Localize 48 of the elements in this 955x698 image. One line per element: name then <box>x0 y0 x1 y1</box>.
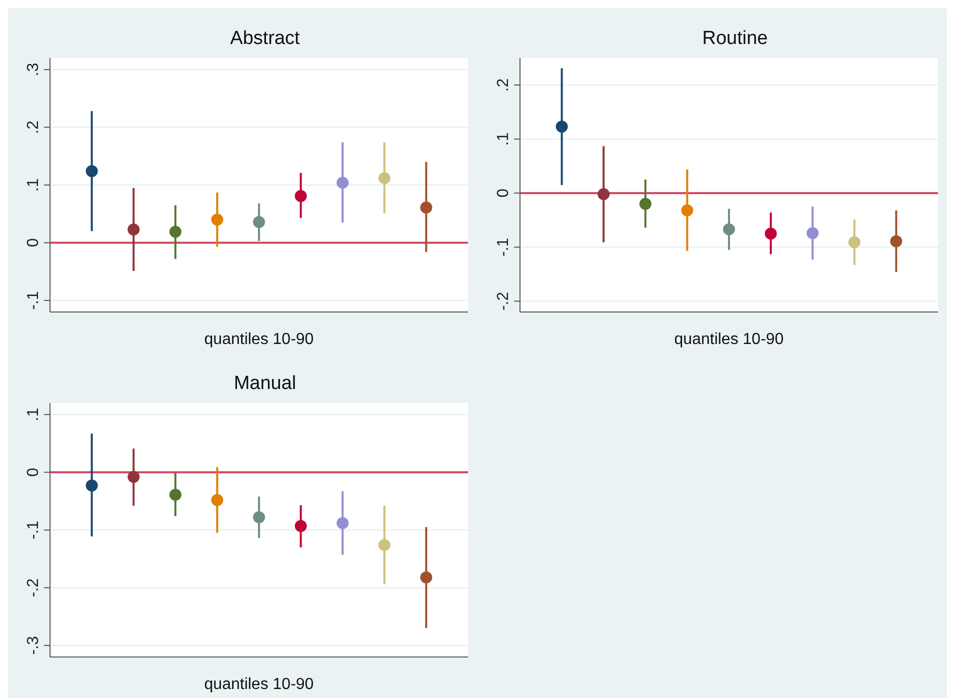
point <box>86 165 98 178</box>
y-tick-label: 0 <box>495 188 512 198</box>
y-tick-label: -.1 <box>25 520 42 540</box>
y-tick-label: .1 <box>25 408 42 422</box>
point <box>806 227 819 240</box>
y-tick-label: -.2 <box>495 292 512 311</box>
point <box>169 226 182 238</box>
point <box>598 188 610 200</box>
point <box>848 236 860 248</box>
point <box>169 488 182 501</box>
point <box>294 520 307 532</box>
point <box>253 216 265 228</box>
y-tick-label: -.1 <box>25 291 42 310</box>
point <box>336 176 349 189</box>
x-axis-title: quantiles 10-90 <box>204 331 314 348</box>
y-tick-label: -.3 <box>25 636 42 655</box>
point <box>723 223 735 236</box>
point <box>764 228 777 240</box>
x-axis-title: quantiles 10-90 <box>674 331 784 348</box>
y-tick-label: -.1 <box>495 238 512 256</box>
chart-title: Abstract <box>229 28 301 50</box>
point <box>336 517 349 530</box>
point <box>128 470 140 483</box>
y-tick-label: .3 <box>25 62 42 76</box>
point <box>253 511 265 524</box>
point <box>211 494 224 506</box>
y-tick-label: .2 <box>25 120 42 134</box>
point <box>128 223 140 236</box>
point <box>86 480 98 492</box>
chart-title: Routine <box>701 28 769 50</box>
y-tick-label: 0 <box>25 238 42 248</box>
point <box>639 198 652 210</box>
point <box>420 202 432 214</box>
y-tick-label: .2 <box>495 78 512 92</box>
y-tick-label: .1 <box>495 132 512 146</box>
point <box>294 190 307 202</box>
x-axis-title: quantiles 10-90 <box>204 676 314 693</box>
y-tick-label: 0 <box>25 468 42 477</box>
point <box>890 235 902 248</box>
y-tick-label: -.2 <box>25 578 42 598</box>
point <box>211 214 224 226</box>
chart-title: Manual <box>232 373 298 395</box>
point <box>378 172 390 184</box>
y-tick-label: .1 <box>25 178 42 192</box>
point <box>556 120 568 133</box>
point <box>681 204 694 216</box>
point <box>420 571 432 584</box>
point <box>378 539 390 552</box>
